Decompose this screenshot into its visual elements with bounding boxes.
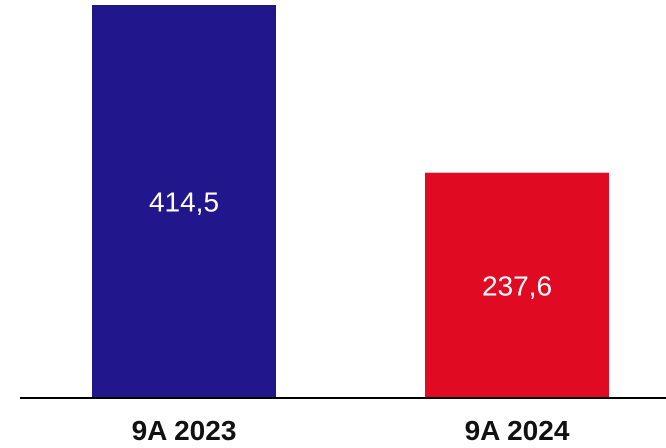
x-tick-label-2: 9A 2024 (465, 415, 570, 446)
bar-1-value-label: 414,5 (149, 187, 219, 218)
x-tick-label-1: 9A 2023 (132, 415, 237, 446)
bars-layer (92, 5, 609, 398)
labels-layer: 414,5 9A 2023 237,6 9A 2024 (132, 187, 570, 447)
bar-1 (92, 5, 276, 398)
bar-2 (425, 172, 609, 398)
bar-2-value-label: 237,6 (482, 270, 552, 301)
